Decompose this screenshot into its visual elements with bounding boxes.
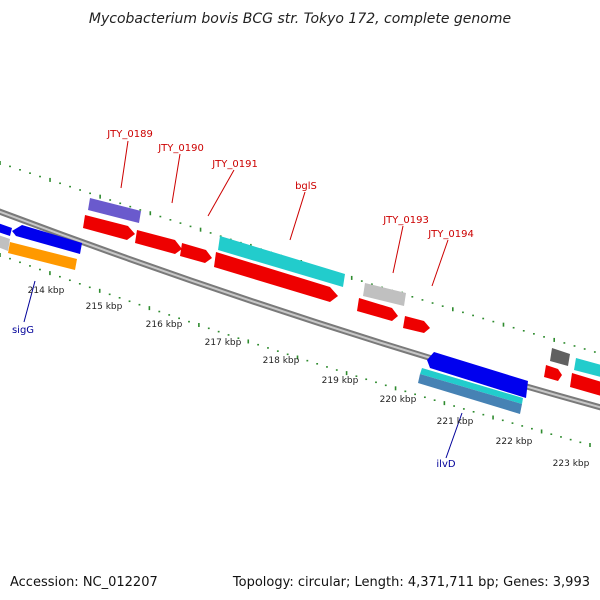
- kbp-label: 217 kbp: [205, 338, 242, 348]
- kbp-label: 214 kbp: [28, 286, 65, 296]
- gene-feature-gray[interactable]: [363, 283, 406, 306]
- gene-feature-red-right1[interactable]: [544, 365, 562, 381]
- gene-labels: JTY_0189 JTY_0190 JTY_0191 bglS JTY_0193…: [12, 129, 474, 470]
- gene-feature-gray-left[interactable]: [0, 234, 10, 251]
- kbp-label: 215 kbp: [86, 302, 123, 312]
- gene-label-JTY_0190[interactable]: JTY_0190: [157, 143, 204, 154]
- gene-feature-blue-sigG[interactable]: [12, 225, 82, 254]
- kbp-label: 222 kbp: [496, 437, 533, 447]
- gene-feature-bglS[interactable]: [214, 252, 338, 302]
- gene-feature-dark[interactable]: [550, 348, 570, 366]
- gene-label-ilvD[interactable]: ilvD: [436, 459, 455, 470]
- gene-feature-purple[interactable]: [88, 198, 141, 223]
- gene-label-bglS[interactable]: bglS: [295, 181, 317, 192]
- gene-label-sigG[interactable]: sigG: [12, 325, 34, 336]
- gene-feature-JTY_0191[interactable]: [180, 243, 212, 263]
- gene-feature-blue-left[interactable]: [0, 222, 12, 236]
- gene-feature-JTY_0194[interactable]: [403, 316, 430, 333]
- gene-feature-cyan-ilvD[interactable]: [420, 368, 523, 404]
- gene-label-JTY_0191[interactable]: JTY_0191: [211, 159, 258, 170]
- gene-feature-steel-ilvD[interactable]: [418, 374, 522, 414]
- gene-feature-JTY_0193[interactable]: [357, 298, 398, 321]
- gene-feature-red-right2[interactable]: [570, 373, 600, 397]
- kbp-labels: 214 kbp 215 kbp 216 kbp 217 kbp 218 kbp …: [28, 286, 590, 469]
- label-leaders: [23, 140, 463, 459]
- gene-label-JTY_0193[interactable]: JTY_0193: [382, 215, 429, 226]
- accession-text: Accession: NC_012207: [10, 575, 158, 590]
- gene-feature-cyan-bglS[interactable]: [218, 236, 345, 287]
- gene-feature-cyan-right[interactable]: [574, 358, 600, 378]
- gene-feature-blue-ilvD[interactable]: [427, 352, 528, 398]
- gene-features: [0, 198, 600, 414]
- gene-label-JTY_0189[interactable]: JTY_0189: [106, 129, 153, 140]
- kbp-label: 219 kbp: [322, 376, 359, 386]
- kbp-label: 218 kbp: [263, 356, 300, 366]
- kbp-label: 220 kbp: [380, 395, 417, 405]
- kbp-label: 221 kbp: [437, 417, 474, 427]
- topology-text: Topology: circular; Length: 4,371,711 bp…: [232, 575, 590, 590]
- gene-label-JTY_0194[interactable]: JTY_0194: [427, 229, 474, 240]
- map-title: Mycobacterium bovis BCG str. Tokyo 172, …: [89, 11, 511, 27]
- gene-feature-orange[interactable]: [8, 242, 77, 270]
- kbp-label: 216 kbp: [146, 320, 183, 330]
- kbp-label: 223 kbp: [553, 459, 590, 469]
- gene-feature-JTY_0190[interactable]: [135, 230, 182, 254]
- gene-feature-JTY_0189[interactable]: [83, 215, 135, 240]
